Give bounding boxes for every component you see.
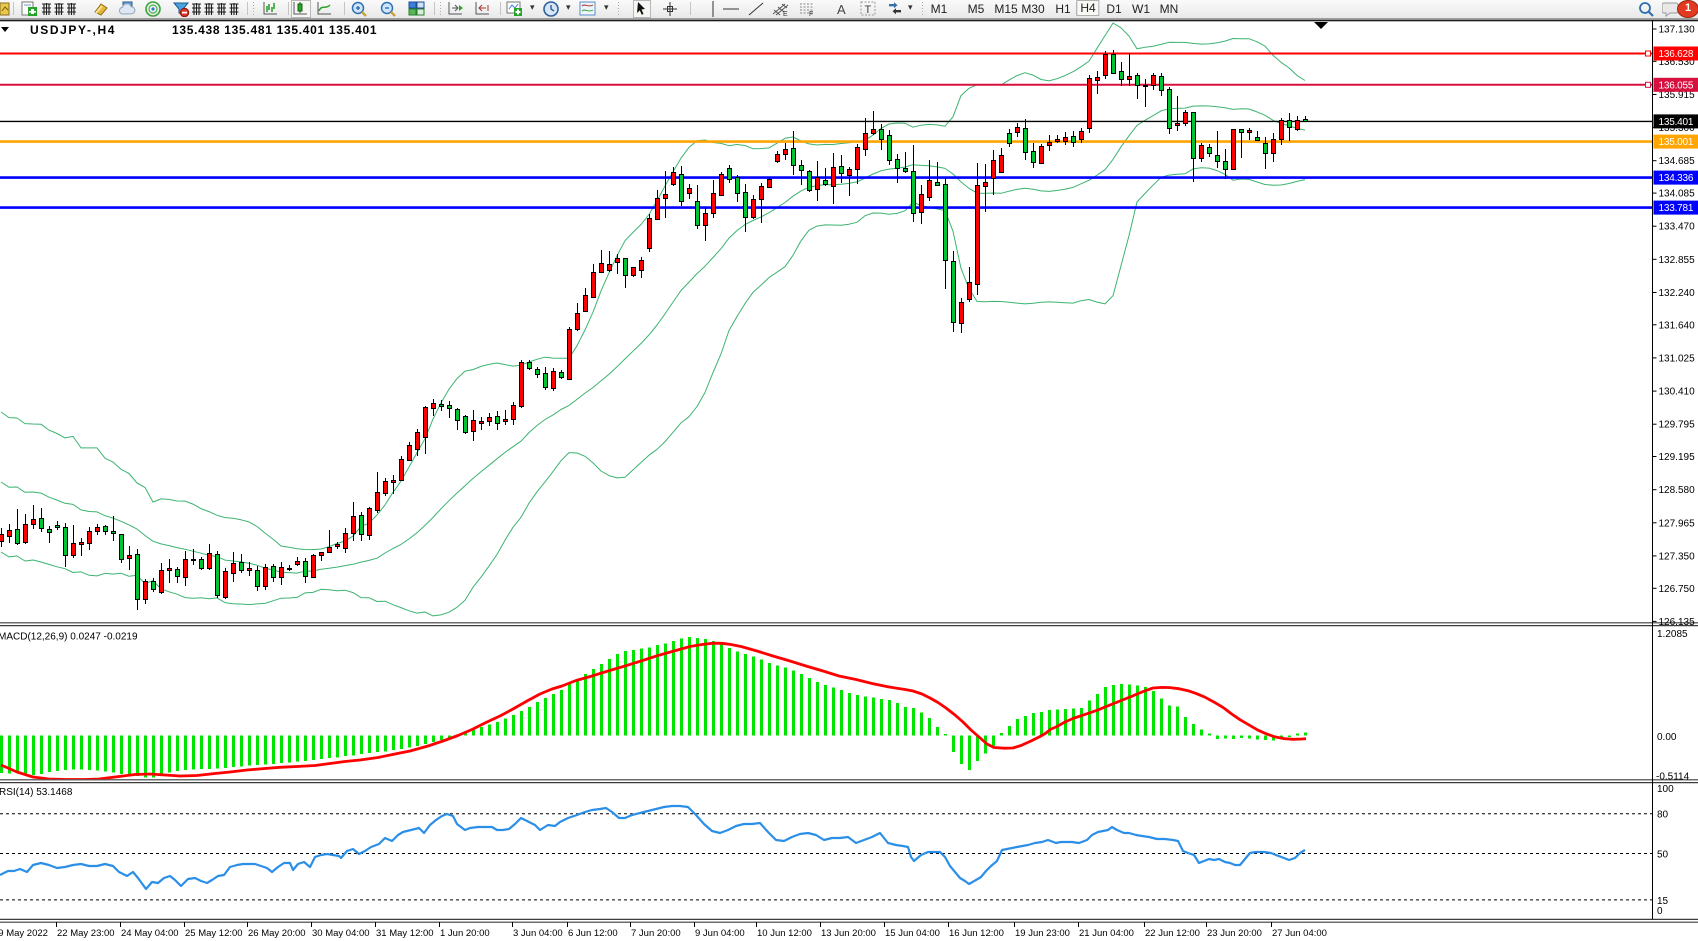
svg-text:80: 80	[1657, 810, 1669, 821]
svg-text:6 Jun 12:00: 6 Jun 12:00	[568, 928, 618, 939]
svg-text:24 May 04:00: 24 May 04:00	[121, 928, 179, 939]
svg-text:F: F	[809, 11, 813, 17]
svg-text:135.401: 135.401	[1659, 117, 1694, 128]
svg-text:26 May 20:00: 26 May 20:00	[248, 928, 306, 939]
svg-text:7 Jun 20:00: 7 Jun 20:00	[631, 928, 681, 939]
svg-text:10 Jun 12:00: 10 Jun 12:00	[757, 928, 812, 939]
svg-text:21 Jun 04:00: 21 Jun 04:00	[1079, 928, 1134, 939]
svg-text:16 Jun 12:00: 16 Jun 12:00	[949, 928, 1004, 939]
svg-text:135.915: 135.915	[1659, 90, 1696, 101]
svg-text:9 Jun 04:00: 9 Jun 04:00	[695, 928, 745, 939]
svg-text:E: E	[783, 11, 788, 17]
svg-text:133.781: 133.781	[1659, 203, 1694, 214]
svg-text:134.085: 134.085	[1659, 189, 1696, 200]
svg-text:1 Jun 20:00: 1 Jun 20:00	[440, 928, 490, 939]
svg-text:31 May 12:00: 31 May 12:00	[376, 928, 434, 939]
svg-text:19 May 2022: 19 May 2022	[0, 928, 48, 939]
svg-text:135.001: 135.001	[1659, 137, 1694, 148]
svg-text:MACD(12,26,9) 0.0247 -0.0219: MACD(12,26,9) 0.0247 -0.0219	[0, 632, 138, 643]
svg-text:129.195: 129.195	[1659, 452, 1696, 463]
svg-text:131.025: 131.025	[1659, 353, 1696, 364]
svg-text:19 Jun 23:00: 19 Jun 23:00	[1015, 928, 1070, 939]
svg-text:22 Jun 12:00: 22 Jun 12:00	[1145, 928, 1200, 939]
svg-text:100: 100	[1657, 784, 1674, 795]
svg-text:132.855: 132.855	[1659, 255, 1696, 266]
svg-text:3 Jun 04:00: 3 Jun 04:00	[513, 928, 563, 939]
svg-text:132.240: 132.240	[1659, 288, 1696, 299]
svg-text:134.685: 134.685	[1659, 156, 1696, 167]
svg-text:15 Jun 04:00: 15 Jun 04:00	[885, 928, 940, 939]
svg-text:-0.5114: -0.5114	[1656, 772, 1690, 783]
svg-text:135.300: 135.300	[1659, 123, 1696, 134]
svg-text:23 Jun 20:00: 23 Jun 20:00	[1207, 928, 1262, 939]
svg-text:126.135: 126.135	[1659, 617, 1696, 628]
svg-text:135.438 135.481 135.401 135.40: 135.438 135.481 135.401 135.401	[172, 23, 377, 37]
svg-text:0: 0	[1657, 906, 1663, 917]
svg-text:131.640: 131.640	[1659, 320, 1696, 331]
svg-text:128.580: 128.580	[1659, 485, 1696, 496]
svg-text:0.00: 0.00	[1657, 732, 1677, 743]
svg-text:22 May 23:00: 22 May 23:00	[57, 928, 115, 939]
svg-text:15: 15	[1657, 896, 1669, 907]
svg-text:USDJPY-,H4: USDJPY-,H4	[30, 23, 116, 37]
svg-text:136.530: 136.530	[1659, 57, 1696, 68]
svg-text:50: 50	[1657, 850, 1669, 861]
svg-text:129.795: 129.795	[1659, 420, 1696, 431]
svg-text:1.2085: 1.2085	[1657, 629, 1688, 640]
svg-text:RSI(14) 53.1468: RSI(14) 53.1468	[0, 787, 73, 798]
svg-text:136.628: 136.628	[1659, 49, 1694, 60]
svg-text:25 May 12:00: 25 May 12:00	[185, 928, 243, 939]
svg-text:27 Jun 04:00: 27 Jun 04:00	[1272, 928, 1327, 939]
svg-text:127.965: 127.965	[1659, 518, 1696, 529]
svg-text:127.350: 127.350	[1659, 551, 1696, 562]
svg-text:30 May 04:00: 30 May 04:00	[312, 928, 370, 939]
svg-text:136.055: 136.055	[1659, 80, 1694, 91]
svg-text:T: T	[865, 4, 872, 16]
svg-text:13 Jun 20:00: 13 Jun 20:00	[821, 928, 876, 939]
svg-text:137.130: 137.130	[1659, 25, 1696, 36]
svg-text:126.750: 126.750	[1659, 584, 1696, 595]
svg-text:133.470: 133.470	[1659, 222, 1696, 233]
svg-text:130.410: 130.410	[1659, 387, 1696, 398]
svg-text:A: A	[837, 2, 846, 17]
svg-text:134.336: 134.336	[1659, 173, 1694, 184]
